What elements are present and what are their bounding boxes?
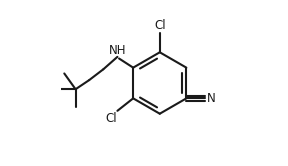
Text: NH: NH (109, 44, 126, 57)
Text: Cl: Cl (105, 113, 117, 125)
Text: Cl: Cl (154, 19, 166, 32)
Text: N: N (207, 92, 215, 105)
